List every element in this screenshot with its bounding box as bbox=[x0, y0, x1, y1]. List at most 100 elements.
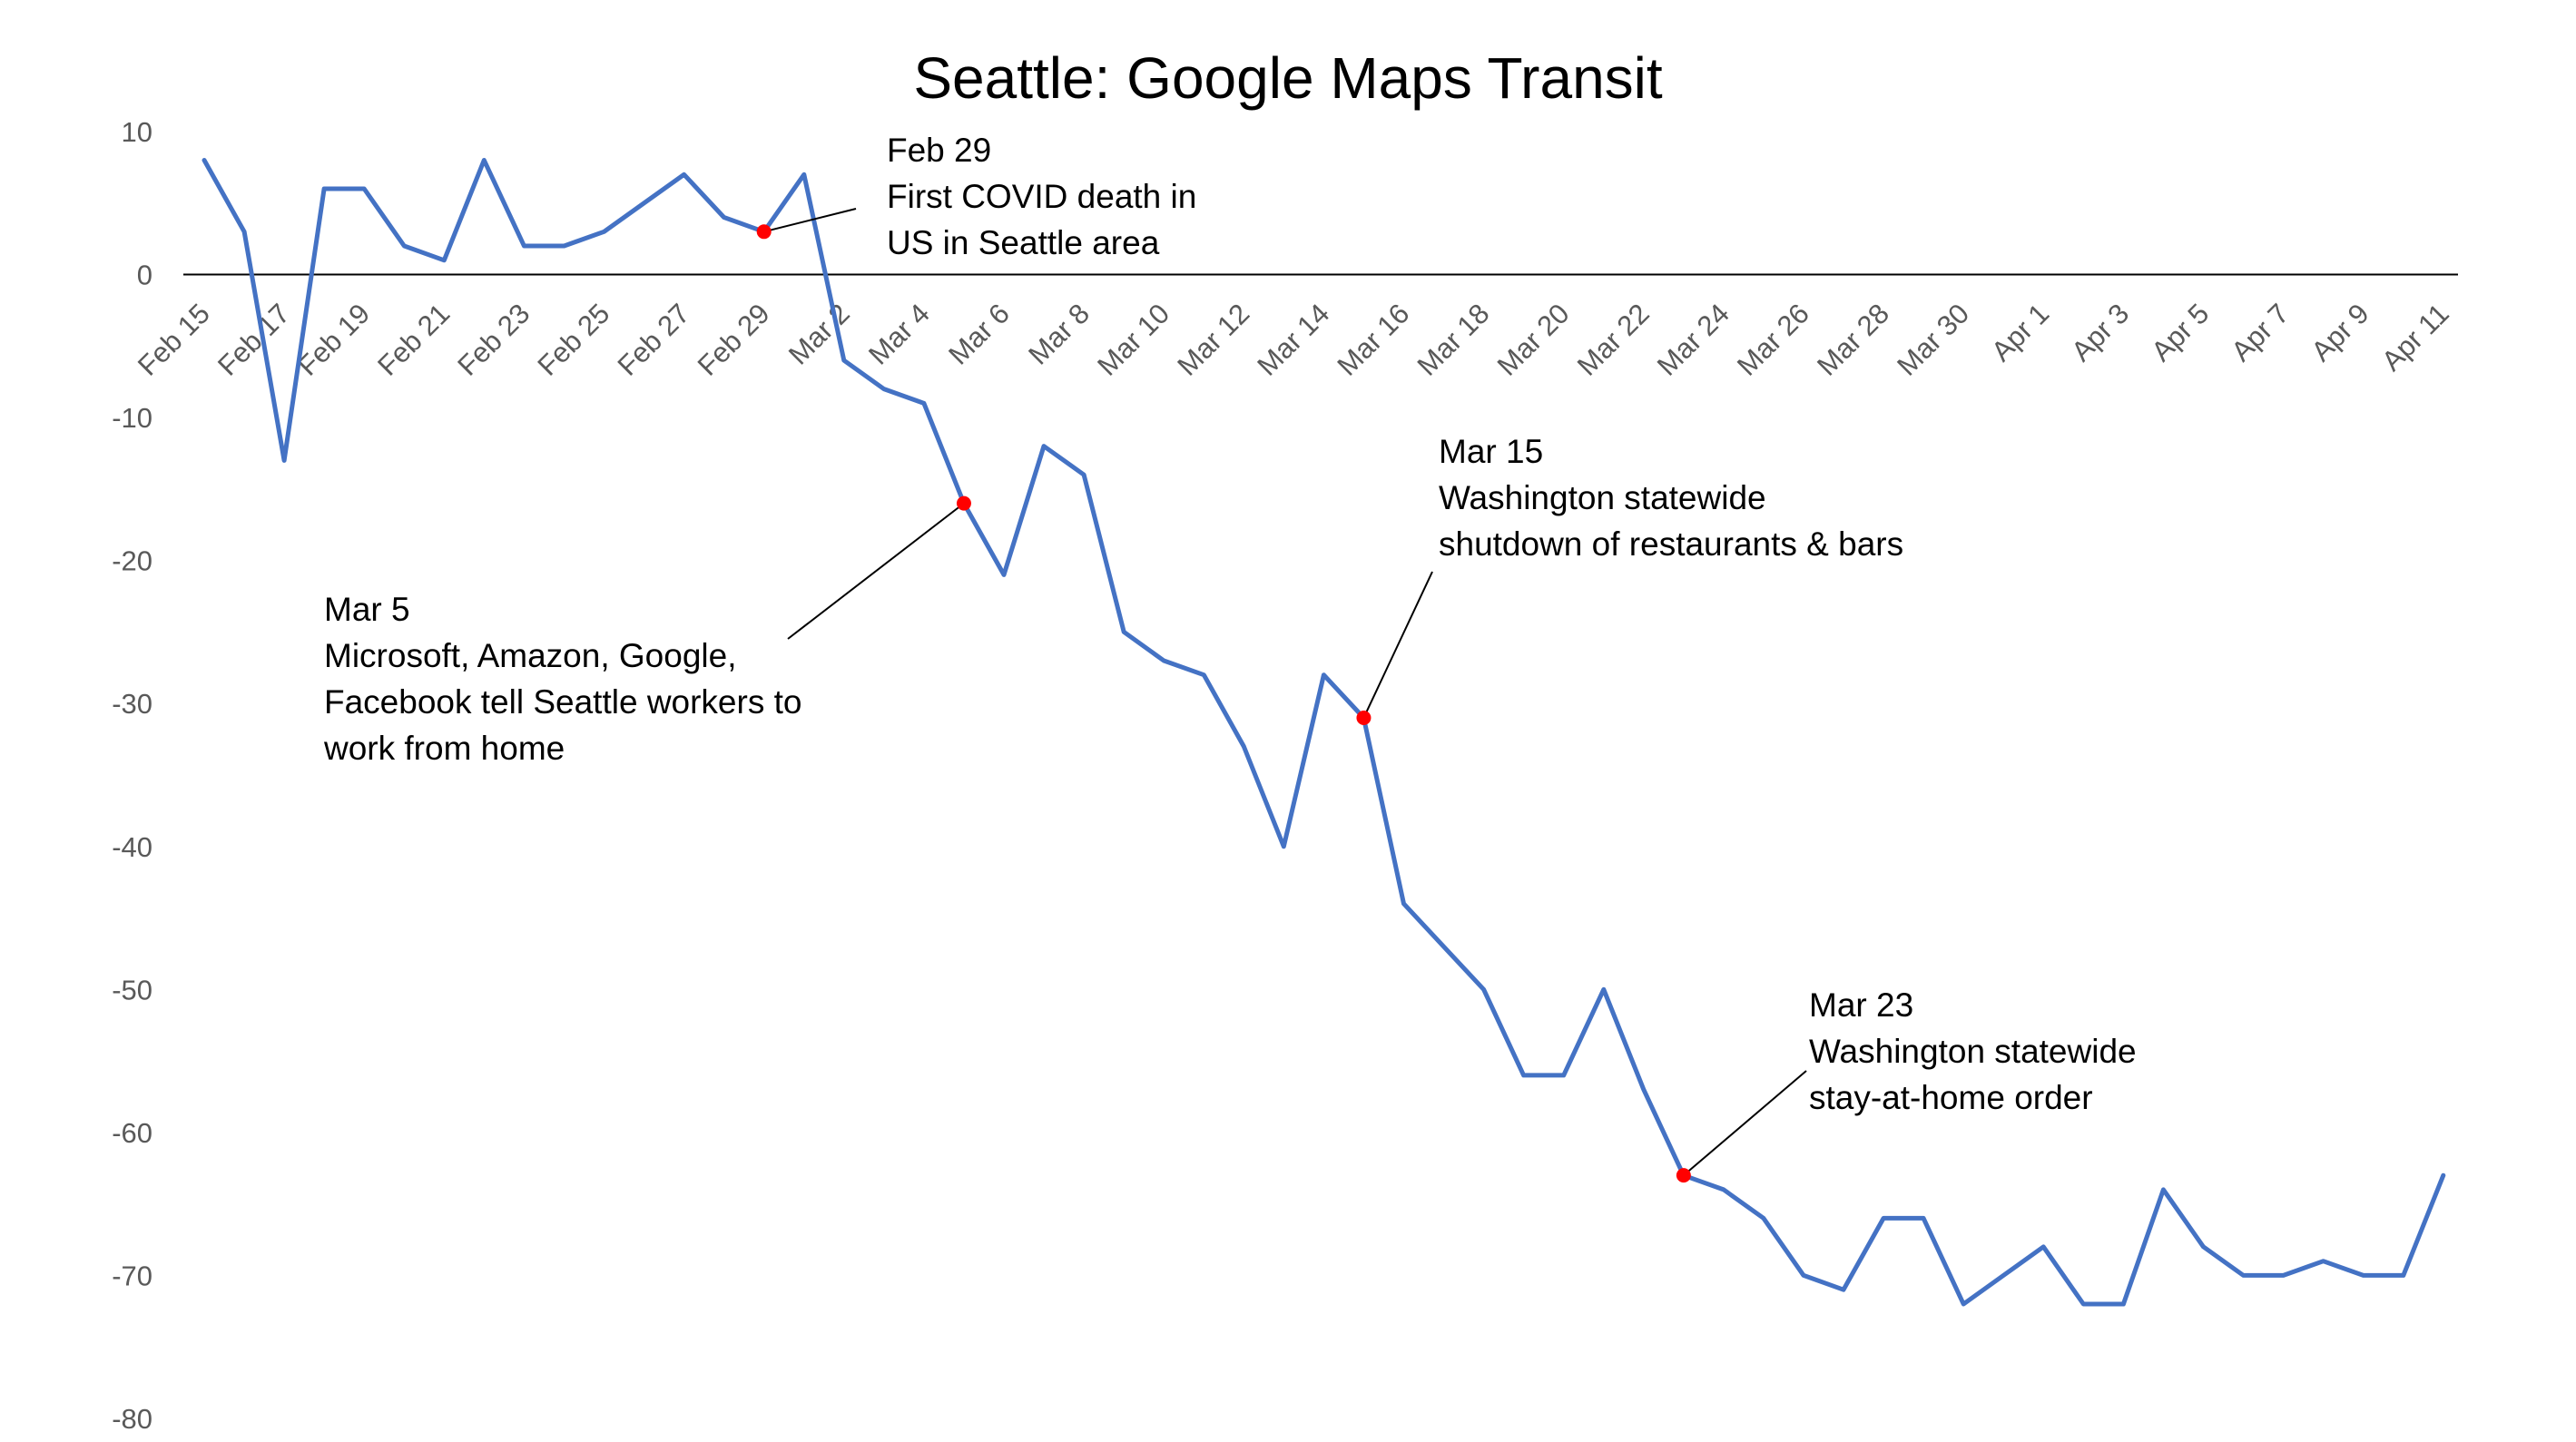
data-point bbox=[1562, 1074, 1566, 1077]
data-point bbox=[1642, 1088, 1646, 1092]
annotation-text: Mar 15 bbox=[1439, 433, 1543, 470]
data-point bbox=[362, 187, 366, 191]
y-tick-label: 10 bbox=[122, 116, 152, 148]
x-tick-label: Mar 16 bbox=[1331, 298, 1415, 382]
y-tick-label: 0 bbox=[137, 260, 152, 291]
data-point bbox=[2442, 1173, 2445, 1177]
y-tick-label: -30 bbox=[112, 688, 152, 720]
y-tick-label: -60 bbox=[112, 1117, 152, 1149]
data-point bbox=[1002, 573, 1006, 576]
data-point bbox=[562, 244, 565, 248]
data-point bbox=[242, 230, 246, 233]
x-tick-label: Mar 10 bbox=[1091, 298, 1175, 382]
y-tick-label: -70 bbox=[112, 1260, 152, 1291]
data-point bbox=[1762, 1216, 1765, 1220]
data-point bbox=[1722, 1188, 1726, 1192]
annotation-leader-line bbox=[1683, 1070, 1807, 1176]
data-point bbox=[322, 187, 326, 191]
annotation-text: work from home bbox=[323, 730, 565, 767]
annotation-text: shutdown of restaurants & bars bbox=[1439, 525, 1903, 563]
data-point bbox=[1922, 1216, 1925, 1220]
annotation-text: First COVID death in bbox=[887, 178, 1196, 215]
x-tick-label: Feb 27 bbox=[612, 298, 696, 382]
x-tick-label: Apr 3 bbox=[2065, 298, 2135, 368]
data-point bbox=[1482, 987, 1486, 991]
x-tick-label: Apr 5 bbox=[2145, 298, 2215, 368]
x-tick-label: Feb 23 bbox=[451, 298, 536, 382]
x-tick-label: Feb 17 bbox=[211, 298, 296, 382]
y-tick-label: -10 bbox=[112, 402, 152, 434]
y-axis-tick-labels: 10 0 -10 -20 -30 -40 -50 -60 -70 -80 bbox=[112, 116, 152, 1435]
data-point bbox=[2001, 1273, 2005, 1277]
x-tick-label: Mar 14 bbox=[1251, 298, 1335, 382]
data-point bbox=[522, 244, 526, 248]
annotation-text: Mar 5 bbox=[324, 591, 410, 628]
data-point bbox=[2161, 1188, 2165, 1192]
data-point bbox=[1322, 673, 1325, 677]
x-tick-label: Mar 8 bbox=[1022, 298, 1096, 371]
x-tick-label: Mar 12 bbox=[1171, 298, 1255, 382]
annotations: Feb 29 First COVID death in US in Seattle … bbox=[323, 132, 2137, 1183]
data-point bbox=[442, 259, 446, 262]
data-point bbox=[842, 358, 846, 362]
data-point bbox=[1042, 445, 1046, 448]
annotation-leader-line bbox=[763, 208, 857, 233]
data-point bbox=[1842, 1288, 1845, 1291]
data-point bbox=[643, 201, 646, 205]
x-tick-label: Mar 24 bbox=[1651, 298, 1735, 382]
annotation-text: Mar 23 bbox=[1809, 986, 1913, 1024]
data-point bbox=[2202, 1245, 2205, 1249]
data-point bbox=[922, 401, 926, 405]
x-tick-label: Mar 30 bbox=[1891, 298, 1975, 382]
annotation-marker bbox=[756, 224, 772, 240]
x-tick-label: Mar 20 bbox=[1491, 298, 1576, 382]
data-point bbox=[2282, 1273, 2286, 1277]
data-point bbox=[1282, 845, 1285, 849]
annotation-leader-line bbox=[1362, 571, 1433, 719]
data-point bbox=[1882, 1216, 1885, 1220]
annotation-marker bbox=[956, 495, 971, 511]
data-point bbox=[1602, 987, 1606, 991]
data-point bbox=[802, 172, 806, 176]
y-tick-label: -40 bbox=[112, 831, 152, 863]
data-point bbox=[2041, 1245, 2045, 1249]
data-point bbox=[683, 172, 686, 176]
x-tick-label: Mar 26 bbox=[1731, 298, 1815, 382]
annotation-text: US in Seattle area bbox=[887, 224, 1160, 261]
data-point bbox=[1402, 902, 1405, 906]
x-tick-label: Apr 11 bbox=[2375, 298, 2455, 378]
data-point bbox=[402, 244, 406, 248]
x-tick-label: Apr 9 bbox=[2305, 298, 2374, 368]
data-point bbox=[482, 159, 486, 162]
data-point bbox=[1162, 659, 1165, 662]
x-tick-label: Mar 22 bbox=[1571, 298, 1656, 382]
annotation-text: Washington statewide bbox=[1439, 479, 1766, 516]
data-point bbox=[2242, 1273, 2246, 1277]
x-tick-label: Mar 6 bbox=[942, 298, 1016, 371]
x-tick-label: Mar 18 bbox=[1411, 298, 1496, 382]
annotation-marker bbox=[1356, 710, 1372, 725]
annotation-text: stay-at-home order bbox=[1809, 1079, 2093, 1116]
series-group bbox=[202, 158, 2446, 1307]
data-point bbox=[1802, 1273, 1805, 1277]
data-point bbox=[1242, 744, 1245, 748]
data-point bbox=[1122, 630, 1126, 633]
data-point bbox=[1442, 945, 1446, 948]
annotation-text: Feb 29 bbox=[887, 132, 991, 169]
data-point bbox=[2322, 1260, 2325, 1263]
x-tick-label: Apr 1 bbox=[1985, 298, 2055, 368]
x-tick-label: Apr 7 bbox=[2225, 298, 2295, 368]
data-point bbox=[2081, 1302, 2085, 1306]
x-tick-label: Mar 4 bbox=[862, 298, 936, 371]
data-point bbox=[1961, 1302, 1965, 1306]
data-point bbox=[2121, 1302, 2125, 1306]
data-point bbox=[2362, 1273, 2365, 1277]
x-tick-label: Mar 28 bbox=[1811, 298, 1895, 382]
y-tick-label: -50 bbox=[112, 974, 152, 1005]
y-tick-label: -20 bbox=[112, 545, 152, 577]
annotation-leader-line bbox=[787, 502, 965, 640]
x-tick-label: Feb 29 bbox=[692, 298, 776, 382]
y-tick-label: -80 bbox=[112, 1403, 152, 1435]
